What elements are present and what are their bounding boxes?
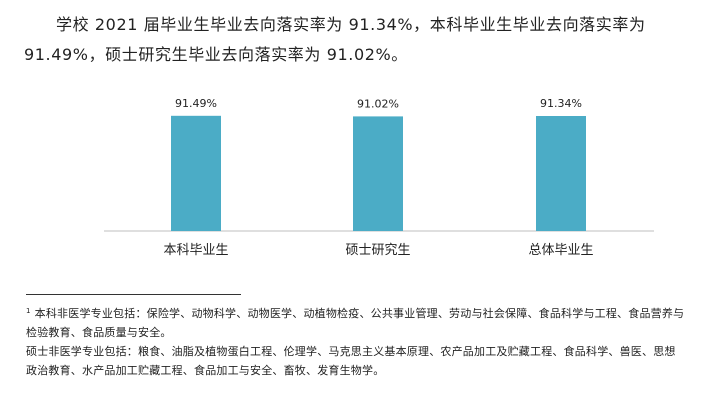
value-label-3: 91.34%	[540, 97, 582, 110]
footnote-divider	[26, 294, 241, 295]
category-label-2: 硕士研究生	[345, 243, 410, 258]
value-label-1: 91.49%	[175, 97, 217, 110]
footnotes: 1 本科非医学专业包括：保险学、动物科学、动物医学、动植物检疫、公共事业管理、劳动…	[26, 304, 686, 380]
value-label-2: 91.02%	[357, 97, 399, 110]
bar-2	[353, 116, 403, 231]
bar-1	[171, 115, 221, 231]
bar-chart: 91.49% 本科毕业生 91.02% 硕士研究生 91.34% 总体毕业生	[104, 97, 654, 258]
intro-paragraph: 学校 2021 届毕业生毕业去向落实率为 91.34%，本科毕业生毕业去向落实率…	[24, 15, 646, 64]
category-label-1: 本科毕业生	[163, 243, 228, 258]
footnote-marker: 1	[26, 307, 31, 315]
footnote-undergraduate: 1 本科非医学专业包括：保险学、动物科学、动物医学、动植物检疫、公共事业管理、劳动…	[26, 304, 686, 342]
category-label-3: 总体毕业生	[528, 243, 593, 258]
bar-3	[536, 116, 586, 231]
footnote-master: 硕士非医学专业包括：粮食、油脂及植物蛋白工程、伦理学、马克思主义基本原理、农产品…	[26, 345, 676, 377]
footnote-undergraduate-text: 本科非医学专业包括：保险学、动物科学、动物医学、动植物检疫、公共事业管理、劳动与…	[26, 307, 685, 339]
